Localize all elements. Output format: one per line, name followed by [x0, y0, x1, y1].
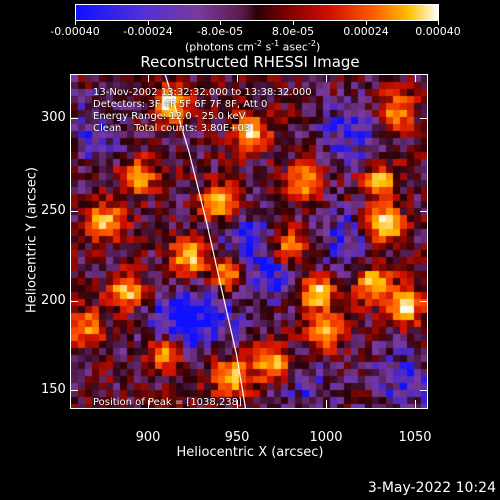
colorbar-tick-label: -8.0e-05	[196, 25, 244, 38]
solar-limb-curve	[164, 75, 247, 408]
colorbar-tick-label: 0.00024	[343, 25, 389, 38]
datestamp: 3-May-2022 10:24	[367, 480, 496, 496]
plot-title: Reconstructed RHESSI Image	[140, 53, 360, 71]
colorbar-tick	[75, 21, 76, 25]
colorbar-tick	[366, 21, 367, 25]
colorbar-tick-label: -0.00040	[50, 25, 100, 38]
x-tick-label: 1000	[309, 430, 343, 445]
axis-tick	[148, 400, 149, 408]
axis-tick	[326, 74, 327, 82]
axis-tick	[237, 400, 238, 408]
info-energy-range: Energy Range: 12.0 - 25.0 keV	[93, 111, 246, 122]
plot-area: 13-Nov-2002 13:32:32.000 to 13:38:32.000…	[70, 74, 428, 409]
colorbar-tick	[293, 21, 294, 25]
info-detectors: Detectors: 3F 4F 5F 6F 7F 8F, Att 0	[93, 99, 268, 110]
y-tick-label: 200	[41, 293, 66, 308]
axis-tick	[70, 301, 78, 302]
axis-tick	[237, 74, 238, 82]
limb-line	[164, 75, 247, 408]
axis-tick	[420, 390, 428, 391]
axis-tick	[420, 301, 428, 302]
x-tick-label: 900	[135, 430, 161, 445]
heatmap-image	[71, 75, 427, 408]
colorbar-tick	[438, 21, 439, 25]
peak-position: Position of Peak = [1038,238]	[93, 397, 242, 408]
axis-tick	[420, 211, 428, 212]
colorbar-tick	[148, 21, 149, 25]
axis-tick	[70, 211, 78, 212]
colorbar-units: (photons cm-2 s-1 asec-2)	[185, 39, 321, 54]
axis-tick	[70, 118, 78, 119]
axis-tick	[420, 118, 428, 119]
axis-tick	[70, 390, 78, 391]
x-tick-label: 950	[224, 430, 250, 445]
info-clean-counts: Clean Total counts: 3.80E+03	[93, 123, 251, 134]
axis-tick	[415, 74, 416, 82]
axis-tick	[326, 400, 327, 408]
axis-tick	[148, 74, 149, 82]
axis-tick	[415, 400, 416, 408]
y-tick-label: 300	[41, 110, 66, 125]
y-tick-label: 150	[41, 382, 66, 397]
colorbar-tick-label: -0.00024	[123, 25, 173, 38]
colorbar-tick-label: 0.00040	[415, 25, 461, 38]
x-axis-label: Heliocentric X (arcsec)	[176, 445, 324, 460]
y-tick-label: 250	[41, 203, 66, 218]
info-time-range: 13-Nov-2002 13:32:32.000 to 13:38:32.000	[93, 87, 312, 98]
colorbar-tick-label: 8.0e-05	[271, 25, 315, 38]
x-tick-label: 1050	[398, 430, 432, 445]
colorbar-tick	[220, 21, 221, 25]
y-axis-label: Heliocentric Y (arcsec)	[24, 167, 40, 313]
colorbar	[75, 4, 439, 21]
